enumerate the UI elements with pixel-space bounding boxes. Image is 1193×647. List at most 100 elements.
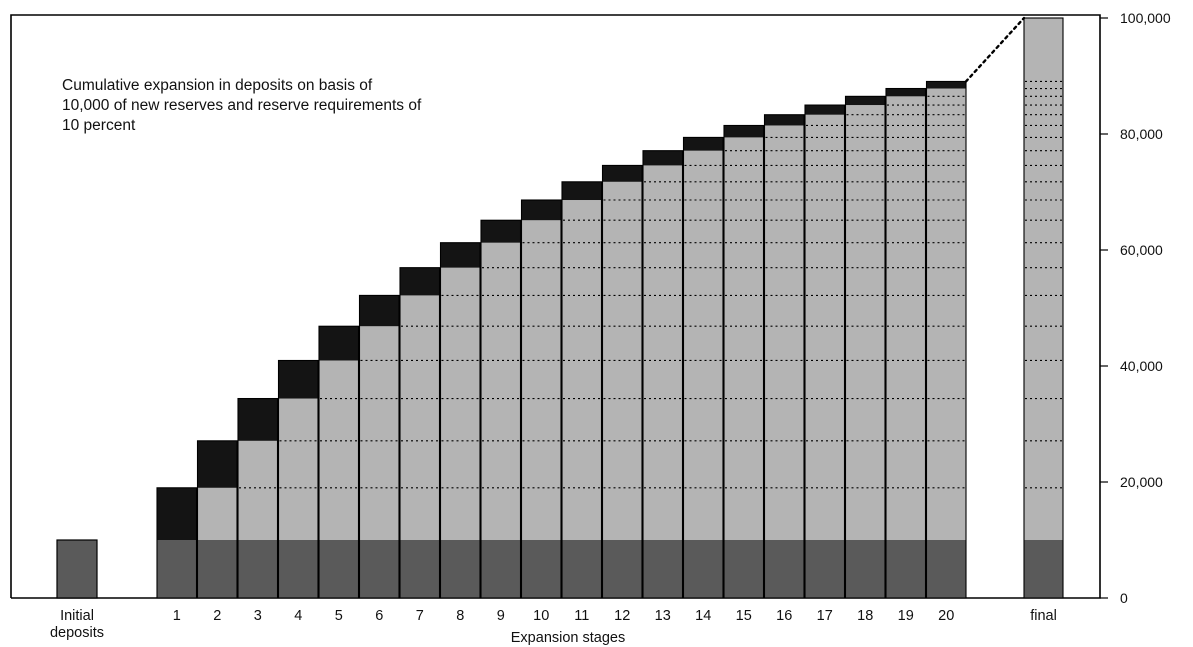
bar-base-segment: [521, 540, 561, 598]
x-tick-label: 9: [497, 608, 505, 624]
bar-new-increment-segment: [683, 137, 723, 151]
x-tick-label: 12: [614, 608, 630, 624]
bar-outline: [763, 114, 805, 599]
bar-new-increment-segment: [440, 242, 480, 268]
bar-outline: [237, 397, 279, 599]
bar-outline: [885, 87, 927, 599]
bar-outline: [439, 242, 481, 599]
bar-new-increment-segment: [400, 267, 440, 296]
final-bar-expansion-segment: [1024, 18, 1063, 540]
x-tick-label: 13: [655, 608, 671, 624]
final-bar-base-segment: [1024, 540, 1063, 598]
bar-expansion-segment: [602, 181, 642, 541]
bar-new-increment-segment: [157, 487, 197, 540]
final-label: final: [1030, 608, 1057, 624]
bar-expansion-segment: [278, 398, 318, 540]
bar-outline: [723, 124, 765, 599]
bar-new-increment-segment: [886, 88, 926, 97]
x-tick-label: 4: [294, 608, 302, 624]
bar-base-segment: [238, 540, 278, 598]
bar-outline: [399, 267, 441, 599]
bar-base-segment: [643, 540, 683, 598]
bar-outline: [844, 95, 886, 599]
x-tick-label: 18: [857, 608, 873, 624]
bar-expansion-segment: [845, 105, 885, 541]
x-axis-label: Expansion stages: [511, 630, 625, 646]
final-bar-outline: [1023, 17, 1064, 599]
bar-outline: [318, 325, 360, 599]
bar-new-increment-segment: [602, 165, 642, 182]
bar-outline: [642, 150, 684, 599]
bar-outline: [804, 104, 846, 599]
bar-new-increment-segment: [845, 96, 885, 106]
bar-outline: [561, 181, 603, 599]
x-tick-label: 15: [736, 608, 752, 624]
bar-outline: [196, 440, 238, 599]
bar-base-segment: [359, 540, 399, 598]
bar-new-increment-segment: [521, 200, 561, 221]
x-tick-label: 11: [574, 608, 589, 624]
bar-expansion-segment: [562, 200, 602, 540]
initial-deposits-label: deposits: [50, 625, 104, 641]
bar-base-segment: [683, 540, 723, 598]
bar-outline: [358, 294, 400, 599]
bar-outline: [682, 136, 724, 599]
x-tick-label: 2: [213, 608, 221, 624]
bar-expansion-segment: [643, 165, 683, 540]
x-tick-label: 14: [695, 608, 711, 624]
bar-expansion-segment: [926, 88, 966, 540]
x-tick-label: 16: [776, 608, 792, 624]
bar-base-segment: [724, 540, 764, 598]
bar-outline: [601, 164, 643, 599]
bar-new-increment-segment: [926, 81, 966, 89]
bar-expansion-segment: [805, 114, 845, 541]
x-tick-label: 8: [456, 608, 464, 624]
bar-base-segment: [481, 540, 521, 598]
x-tick-label: 3: [254, 608, 262, 624]
bar-expansion-segment: [238, 440, 278, 540]
bar-new-increment-segment: [197, 440, 237, 488]
bar-outline: [277, 359, 319, 599]
x-tick-label: 7: [416, 608, 424, 624]
bar-expansion-segment: [197, 487, 237, 540]
y-tick-label: 0: [1120, 590, 1128, 606]
bar-base-segment: [440, 540, 480, 598]
bar-new-increment-segment: [805, 105, 845, 115]
bar-expansion-segment: [521, 220, 561, 540]
bar-expansion-segment: [683, 150, 723, 541]
y-tick-label: 60,000: [1120, 242, 1163, 258]
y-tick-label: 100,000: [1120, 10, 1171, 26]
convergence-connector: [964, 16, 1026, 83]
initial-deposits-label: Initial: [60, 608, 94, 624]
y-tick-label: 80,000: [1120, 126, 1163, 142]
x-tick-label: 17: [817, 608, 833, 624]
bar-base-segment: [845, 540, 885, 598]
x-tick-label: 1: [173, 608, 181, 624]
bar-base-segment: [926, 540, 966, 598]
bar-new-increment-segment: [643, 150, 683, 166]
bar-new-increment-segment: [481, 220, 521, 243]
bar-base-segment: [764, 540, 804, 598]
bar-expansion-segment: [400, 295, 440, 540]
bar-base-segment: [278, 540, 318, 598]
bar-outline: [156, 487, 198, 599]
bar-expansion-segment: [724, 137, 764, 540]
bar-outline: [520, 199, 562, 599]
bar-base-segment: [197, 540, 237, 598]
x-tick-label: 5: [335, 608, 343, 624]
bar-expansion-segment: [359, 326, 399, 540]
initial-deposit-bar: [56, 539, 98, 599]
bar-new-increment-segment: [359, 295, 399, 327]
y-tick-label: 40,000: [1120, 358, 1163, 374]
chart-annotation: Cumulative expansion in deposits on basi…: [62, 77, 422, 134]
bar-new-increment-segment: [562, 181, 602, 201]
bar-base-segment: [805, 540, 845, 598]
bar-expansion-segment: [764, 125, 804, 540]
bar-new-increment-segment: [319, 326, 359, 361]
y-tick-label: 20,000: [1120, 474, 1163, 490]
bar-new-increment-segment: [764, 114, 804, 126]
bar-base-segment: [400, 540, 440, 598]
bar-base-segment: [886, 540, 926, 598]
bar-new-increment-segment: [724, 125, 764, 138]
bar-outline: [480, 219, 522, 599]
